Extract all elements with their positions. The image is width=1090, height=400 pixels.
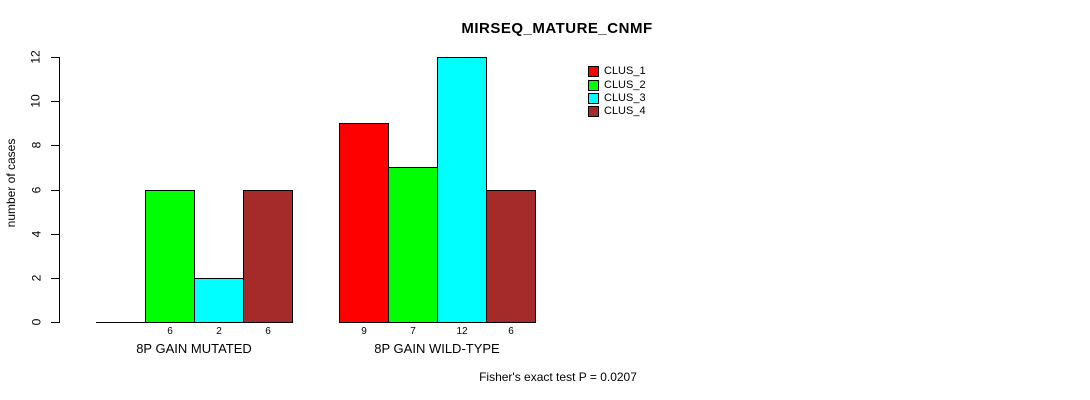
y-tick-mark [51,101,59,103]
bar-clus_2-group2 [388,167,438,323]
y-tick-mark [51,189,59,191]
bar-clus_3-group1 [194,278,244,323]
y-tick-label: 0 [22,308,50,336]
bar-clus_4-group2 [486,190,536,323]
legend-label-clus4: CLUS_4 [604,105,646,118]
bar-value-label: 6 [265,326,271,337]
bar-value-label: 6 [167,326,173,337]
legend-swatch-clus2-icon [588,79,599,91]
y-tick-mark [51,277,59,279]
bar-clus_1-group2 [339,123,389,323]
y-tick-label: 2 [22,264,50,292]
legend-label-clus2: CLUS_2 [604,78,646,91]
chart-title: MIRSEQ_MATURE_CNMF [461,20,653,37]
y-tick-label: 8 [22,131,50,159]
bar-clus_1-group1 [96,322,146,323]
legend-item-clus1: CLUS_1 [588,65,646,78]
y-tick-label: 12 [22,43,50,71]
x-category-label-mutated: 8P GAIN MUTATED [136,341,252,356]
y-tick-label-text: 4 [29,230,43,237]
y-tick-label: 4 [22,220,50,248]
bar-value-label: 2 [216,326,222,337]
legend-swatch-clus3-icon [588,92,599,104]
y-tick-mark [51,57,59,58]
legend-item-clus2: CLUS_2 [588,78,646,91]
legend-swatch-clus4-icon [588,106,599,118]
bar-value-label: 6 [508,326,514,337]
y-tick-label: 6 [22,176,50,204]
legend-item-clus3: CLUS_3 [588,92,646,105]
x-category-label-wildtype: 8P GAIN WILD-TYPE [374,341,500,356]
y-tick-label-text: 12 [28,50,43,64]
legend-item-clus4: CLUS_4 [588,105,646,118]
y-tick-label-text: 8 [29,141,43,149]
y-tick-mark [51,233,59,235]
y-tick-label-text: 10 [28,94,43,108]
y-axis-title: number of cases [4,138,18,228]
bar-value-label: 12 [456,326,468,337]
pvalue-annotation: Fisher's exact test P = 0.0207 [479,370,637,384]
bar-value-label: 7 [410,326,416,337]
y-tick-mark [51,322,59,323]
legend: CLUS_1 CLUS_2 CLUS_3 CLUS_4 [588,65,646,119]
y-tick-mark [51,145,59,147]
bar-value-label: 9 [361,326,367,337]
y-axis-line [59,57,60,323]
y-tick-label-text: 6 [29,186,43,193]
y-tick-label: 10 [22,87,50,115]
bar-clus_2-group1 [145,190,195,323]
y-tick-label-text: 2 [29,274,43,282]
y-tick-label-text: 0 [29,318,43,326]
legend-label-clus1: CLUS_1 [604,65,646,78]
bar-clus_4-group1 [243,190,293,323]
legend-label-clus3: CLUS_3 [604,91,646,104]
bar-clus_3-group2 [437,57,487,323]
legend-swatch-clus1-icon [588,66,599,78]
